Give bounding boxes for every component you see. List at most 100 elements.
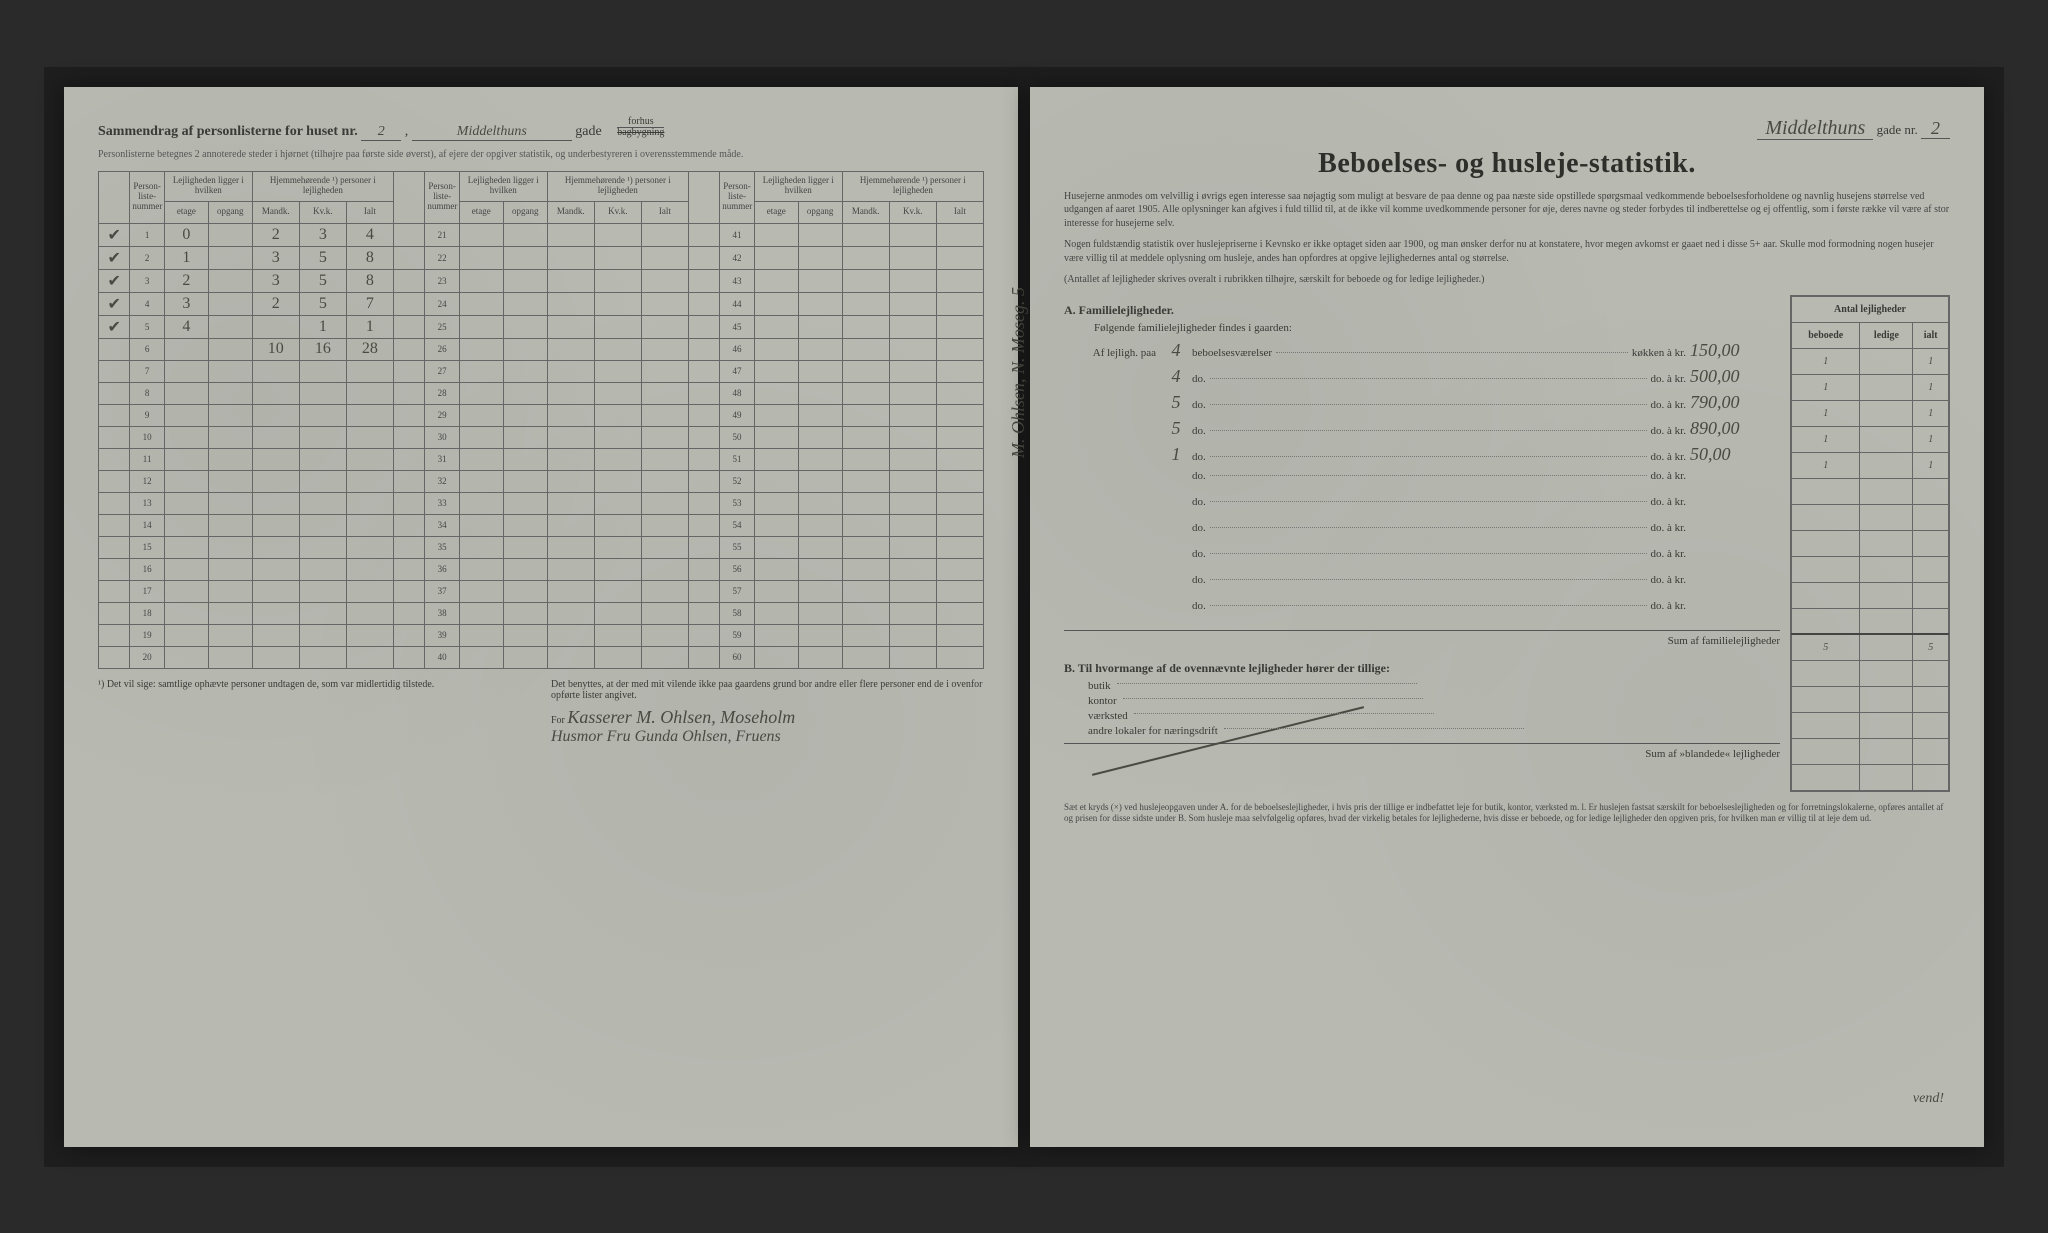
- b-item: butik: [1088, 680, 1780, 692]
- cell: 1: [130, 223, 165, 246]
- mid3: do. à kr.: [1651, 373, 1686, 385]
- table-row: ✔213582242: [99, 246, 984, 269]
- c3: [1913, 608, 1949, 634]
- grp-a: Lejligheden ligger i hvilken: [164, 171, 252, 201]
- cell: [393, 404, 424, 426]
- cell: [798, 492, 842, 514]
- cell: [99, 492, 130, 514]
- cell: [842, 536, 889, 558]
- cell: 34: [425, 514, 460, 536]
- cell: [594, 426, 641, 448]
- cell: [208, 246, 252, 269]
- cell: [164, 404, 208, 426]
- cell: 4: [130, 292, 165, 315]
- cell: [798, 338, 842, 360]
- cell: [688, 602, 719, 624]
- c2: [1860, 530, 1913, 556]
- cell: [641, 246, 688, 269]
- sub-m3: Mandk.: [842, 201, 889, 223]
- cell: [346, 558, 393, 580]
- table-row: 72747: [99, 360, 984, 382]
- sub-opgang2: opgang: [503, 201, 547, 223]
- col-num: Person-liste-nummer: [130, 171, 165, 223]
- cell: [842, 382, 889, 404]
- cell: [547, 426, 594, 448]
- cell: [688, 338, 719, 360]
- c3: [1913, 478, 1949, 504]
- cell: 41: [720, 223, 755, 246]
- table-row: 143454: [99, 514, 984, 536]
- cell: [459, 602, 503, 624]
- cell: [503, 624, 547, 646]
- signature-1: Kasserer M. Ohlsen, Moseholm: [567, 707, 795, 727]
- c2: [1860, 374, 1913, 400]
- cell: 20: [130, 646, 165, 668]
- mid1: do.: [1192, 425, 1206, 437]
- cell: [459, 292, 503, 315]
- c3: [1913, 582, 1949, 608]
- cell: 4: [346, 223, 393, 246]
- sub-k2: Kv.k.: [594, 201, 641, 223]
- cell: [459, 580, 503, 602]
- side-col2: ledige: [1860, 322, 1913, 348]
- cell: [641, 492, 688, 514]
- vend-label: vend!: [1913, 1091, 1944, 1107]
- col-check2: [393, 171, 424, 223]
- table-row: ✔102342141: [99, 223, 984, 246]
- dots: [1210, 456, 1647, 457]
- cell: [547, 492, 594, 514]
- mid3: do. à kr.: [1651, 399, 1686, 411]
- cell: ✔: [99, 223, 130, 246]
- c3: 1: [1913, 400, 1949, 426]
- cell: 26: [425, 338, 460, 360]
- cell: 55: [720, 536, 755, 558]
- rooms: 4: [1164, 340, 1188, 361]
- cell: [252, 315, 299, 338]
- cell: 32: [425, 470, 460, 492]
- c1: 1: [1792, 374, 1860, 400]
- cell: [208, 404, 252, 426]
- family-row: 5do.do. à kr.790,00: [1064, 392, 1780, 416]
- cell: [503, 558, 547, 580]
- cell: 42: [720, 246, 755, 269]
- grp-e: Lejligheden ligger i hvilken: [754, 171, 842, 201]
- cell: [641, 646, 688, 668]
- cell: [208, 315, 252, 338]
- cell: [936, 338, 983, 360]
- cell: [798, 426, 842, 448]
- cell: 23: [425, 269, 460, 292]
- cell: 48: [720, 382, 755, 404]
- cell: [688, 470, 719, 492]
- mid3: do. à kr.: [1651, 522, 1686, 534]
- cell: [299, 514, 346, 536]
- cell: [594, 269, 641, 292]
- cell: [164, 514, 208, 536]
- cell: [99, 624, 130, 646]
- cell: [459, 269, 503, 292]
- cell: [842, 514, 889, 536]
- section-b-label: B. Til hvormange af de ovennævnte lejlig…: [1064, 661, 1780, 676]
- mid1: do.: [1192, 574, 1206, 586]
- cell: 9: [130, 404, 165, 426]
- cell: 10: [252, 338, 299, 360]
- cell: [688, 492, 719, 514]
- rooms: 5: [1164, 392, 1188, 413]
- cell: [299, 470, 346, 492]
- cell: [299, 382, 346, 404]
- cell: 8: [346, 246, 393, 269]
- c1: [1792, 530, 1860, 556]
- dotline: [1123, 698, 1423, 699]
- cell: [936, 536, 983, 558]
- c1: [1792, 608, 1860, 634]
- cell: [503, 426, 547, 448]
- cell: [299, 404, 346, 426]
- cell: [346, 470, 393, 492]
- cell: [798, 514, 842, 536]
- cell: [798, 315, 842, 338]
- cell: [208, 646, 252, 668]
- c1: 1: [1792, 426, 1860, 452]
- cell: [688, 223, 719, 246]
- c2: [1860, 504, 1913, 530]
- cell: [889, 382, 936, 404]
- cell: [688, 292, 719, 315]
